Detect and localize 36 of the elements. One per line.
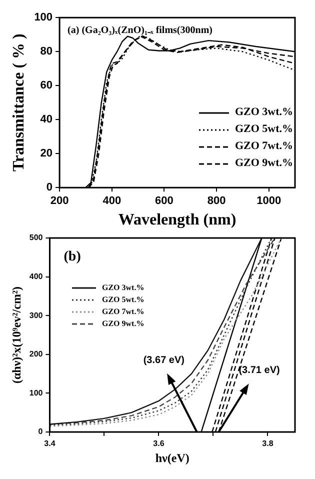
text: (a) (Ga₂O₃)ₓ(ZnO)₁₋ₓ films(300nm) [68, 25, 212, 36]
x-tick-label: 3.6 [153, 439, 165, 448]
legend-label: GZO 7wt.% [102, 306, 144, 318]
y-tick-label: 80 [40, 46, 53, 58]
x-tick-label: 600 [155, 195, 174, 208]
annotation: (3.71 eV) [238, 364, 280, 376]
x-axis-title: hν(eV) [155, 450, 190, 465]
legend-label: GZO 9wt.% [102, 318, 144, 330]
y-tick-label: 100 [34, 12, 53, 24]
legend-label: GZO 3wt.% [102, 282, 144, 294]
y-tick-label: 0 [38, 427, 44, 436]
y-axis-title: Transmittance ( % ) [10, 34, 28, 172]
text: (b) [64, 250, 82, 265]
x-tick-label: 400 [102, 195, 122, 208]
x-tick-label: 800 [207, 195, 226, 208]
x-tick-label: 1000 [256, 195, 282, 208]
y-tick-label: 200 [29, 350, 44, 359]
y-tick-label: 400 [29, 272, 44, 282]
x-tick-label: 200 [50, 195, 69, 208]
y-tick-label: 20 [40, 148, 53, 160]
x-tick-label: 3.4 [44, 439, 56, 448]
y-tick-label: 40 [40, 114, 53, 126]
y-tick-label: 0 [46, 182, 53, 194]
y-tick-label: 100 [29, 388, 44, 398]
y-tick-label: 500 [29, 233, 44, 242]
legend-label: GZO 5wt.% [102, 294, 144, 306]
x-tick-label: 3.8 [262, 439, 274, 448]
y-tick-label: 300 [29, 310, 44, 320]
y-axis-title: (αhν)²x(10⁹ev²/cm²) [9, 286, 24, 384]
y-tick-label: 60 [40, 80, 53, 92]
legend-label: GZO 3wt.% [234, 105, 293, 120]
legend-label: GZO 5wt.% [234, 122, 293, 137]
legend-label: GZO 7wt.% [234, 139, 293, 154]
legend-label: GZO 9wt.% [234, 156, 293, 171]
x-axis-title: Wavelength (nm) [118, 212, 236, 229]
annotation: (3.67 eV) [143, 354, 184, 366]
